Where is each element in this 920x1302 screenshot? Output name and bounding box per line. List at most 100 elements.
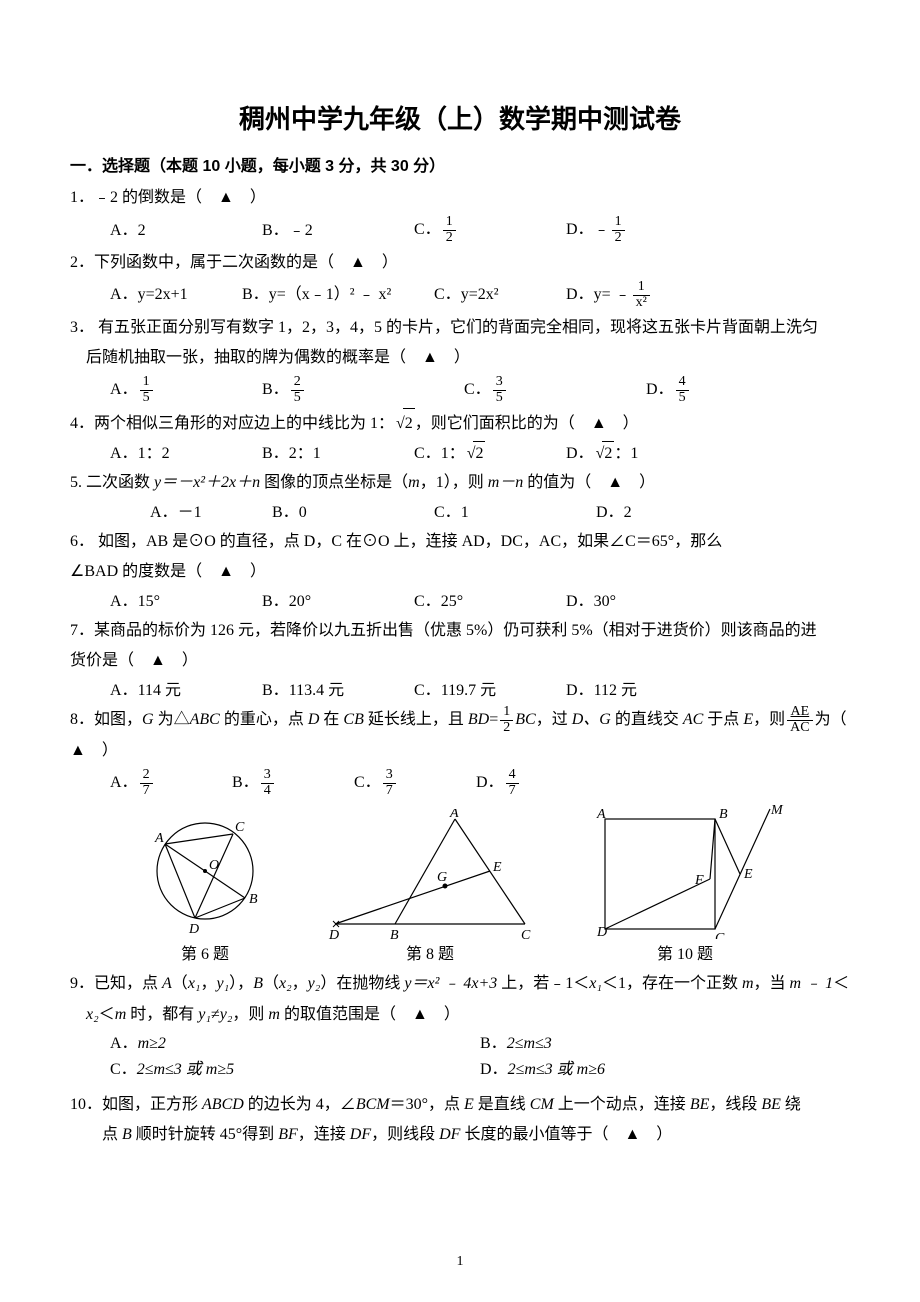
t: B	[122, 1126, 136, 1143]
t: 的重心，点	[224, 711, 308, 728]
t: ），	[229, 975, 253, 992]
opt-val: 30°	[594, 593, 616, 610]
q9-line2: x₂＜m 时，都有 y₁≠y₂，则 m 的取值范围是（ ▲ ）	[70, 1000, 850, 1030]
opt-label: D．	[566, 286, 594, 303]
t: y₂	[308, 975, 321, 992]
question-6: 6． 如图，AB 是⊙O 的直径，点 D，C 在⊙O 上，连接 AD，DC，AC…	[70, 527, 850, 588]
q1-opt-c: C．12	[414, 215, 554, 245]
label-m: M	[770, 804, 784, 818]
q10-line2: 点 B 顺时针旋转 45°得到 BF，连接 DF，则线段 DF 长度的最小值等于…	[70, 1120, 850, 1150]
q7-stem2-post: ）	[166, 652, 198, 669]
opt-label: C．	[110, 1061, 137, 1078]
figure-label-6: 第 6 题	[135, 943, 275, 967]
q5-mid2: ，1），则	[420, 474, 488, 491]
fraction: AEAC	[787, 705, 812, 735]
t: y＝x² ﹣ 4x+3	[404, 975, 497, 992]
q7-stem1: 7．某商品的标价为 126 元，若降价以九五折出售（优惠 5%）仍可获利 5%（…	[70, 616, 850, 646]
q2-options: A．y=2x+1 B．y=（x﹣1）² ﹣ x² C．y=2x² D．y= ﹣1…	[70, 280, 850, 310]
numerator: 4	[506, 768, 519, 784]
opt-label: B．	[262, 593, 289, 610]
blank: ▲	[70, 742, 86, 759]
opt-label: B．	[232, 774, 259, 791]
q2-stem-post: ）	[366, 254, 398, 271]
q8-options: A．27 B．34 C．37 D．47	[70, 768, 850, 798]
blank: ▲	[412, 1006, 428, 1023]
label-a: A	[154, 831, 164, 846]
label-f: F	[694, 873, 704, 888]
t: BE	[761, 1096, 785, 1113]
square-diagram-icon: A B C D E F M	[585, 804, 785, 939]
denominator: 5	[291, 391, 304, 406]
label-c: C	[521, 928, 531, 939]
opt-label: C．	[464, 381, 491, 398]
question-5: 5. 二次函数 y＝－x²＋2x＋n 图像的顶点坐标是（m，1），则 m－n 的…	[70, 468, 850, 498]
q4-opt-a: A．1：2	[110, 442, 250, 466]
question-9: 9．已知，点 A（x₁，y₁），B（x₂，y₂）在抛物线 y＝x² ﹣ 4x+3…	[70, 969, 850, 1030]
q3-stem2-pre: 后随机抽取一张，抽取的牌为偶数的概率是（	[86, 349, 422, 366]
opt-label: A．	[110, 286, 138, 303]
t: ，当	[754, 975, 790, 992]
q3-opt-c: C．35	[464, 375, 634, 405]
t: 顺时针旋转 45°得到	[136, 1126, 278, 1143]
t: G	[142, 711, 158, 728]
opt-label: B．	[262, 381, 289, 398]
opt-val: ﹣2	[289, 222, 313, 239]
q3-opt-b: B．25	[262, 375, 452, 405]
t: m ﹣ 1	[790, 975, 834, 992]
opt-val: 1：2	[138, 445, 170, 462]
q6-opt-c: C．25°	[414, 590, 554, 614]
figure-label-8: 第 8 题	[325, 943, 535, 967]
fraction: 15	[140, 375, 153, 405]
t: ，连接	[298, 1126, 350, 1143]
q7-opt-b: B．113.4 元	[262, 679, 402, 703]
q4-options: A．1：2 B．2：1 C．1：2 D．2：1	[70, 441, 850, 466]
q9-line1: 9．已知，点 A（x₁，y₁），B（x₂，y₂）在抛物线 y＝x² ﹣ 4x+3…	[70, 969, 850, 999]
opt-val: 2	[624, 504, 632, 521]
opt-val: 15°	[138, 593, 160, 610]
opt-post: ：1	[614, 445, 638, 462]
fraction: 45	[676, 375, 689, 405]
denominator: 7	[506, 784, 519, 799]
label-b: B	[249, 892, 258, 907]
opt-val: 0	[299, 504, 307, 521]
numerator: 4	[676, 375, 689, 391]
denominator: 5	[140, 391, 153, 406]
q2-opt-c: C．y=2x²	[434, 283, 554, 307]
opt-label: A．	[110, 445, 138, 462]
opt-pre: y= ﹣	[594, 286, 631, 303]
t: 上一个动点，连接	[558, 1096, 690, 1113]
blank: ▲	[218, 189, 234, 206]
q5-mid: 图像的顶点坐标是（	[260, 474, 408, 491]
t: ，	[200, 975, 216, 992]
page-title: 稠州中学九年级（上）数学期中测试卷	[70, 100, 850, 139]
t: DF	[439, 1126, 464, 1143]
t: BF	[278, 1126, 298, 1143]
t: 10．如图，正方形	[70, 1096, 202, 1113]
t: 点	[102, 1126, 122, 1143]
t: y₂	[220, 1006, 233, 1023]
label-d: D	[596, 925, 607, 939]
q7-opt-a: A．114 元	[110, 679, 250, 703]
t: 绕	[785, 1096, 801, 1113]
q3-opt-a: A．15	[110, 375, 250, 405]
triangle-diagram-icon: A B C D E G	[325, 809, 535, 939]
t: ）在抛物线	[320, 975, 404, 992]
t: ABCD	[202, 1096, 248, 1113]
q2-opt-a: A．y=2x+1	[110, 283, 230, 307]
q5-opt-b: B．0	[272, 501, 422, 525]
t: BD	[468, 711, 489, 728]
t: x₁	[188, 975, 201, 992]
t: x₂	[279, 975, 292, 992]
figure-q6: A B C D O 第 6 题	[135, 809, 275, 967]
denominator: 2	[612, 231, 625, 246]
t: 延长线上，且	[368, 711, 468, 728]
t: 为（	[815, 711, 863, 728]
question-8: 8．如图，G 为△ABC 的重心，点 D 在 CB 延长线上，且 BD=12BC…	[70, 705, 850, 766]
opt-val: －1	[178, 504, 202, 521]
t: （	[172, 975, 188, 992]
t: （	[263, 975, 279, 992]
question-3: 3． 有五张正面分别写有数字 1，2，3，4，5 的卡片，它们的背面完全相同，现…	[70, 313, 850, 374]
opt-label: B．	[262, 222, 289, 239]
opt-label: B．	[272, 504, 299, 521]
q6-stem2: ∠BAD 的度数是（ ▲ ）	[70, 557, 850, 587]
